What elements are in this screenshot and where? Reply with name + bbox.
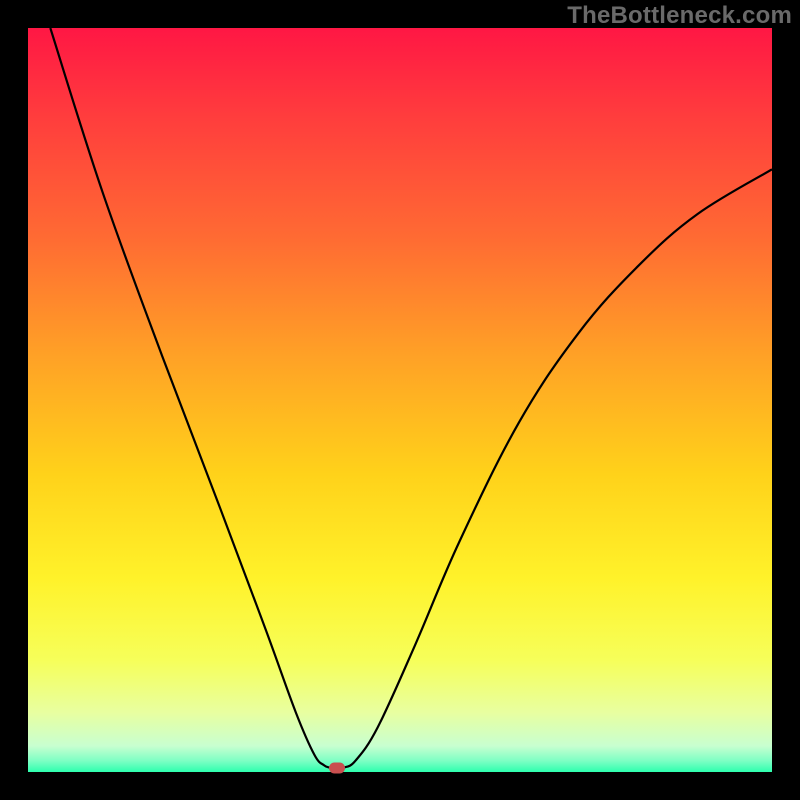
curve-left-branch [50,28,329,768]
plot-area [28,28,772,772]
optimum-marker [329,762,345,773]
chart-container: TheBottleneck.com [0,0,800,800]
watermark-text: TheBottleneck.com [567,2,792,30]
curve-right-branch [344,169,772,767]
bottleneck-curve [28,28,772,772]
